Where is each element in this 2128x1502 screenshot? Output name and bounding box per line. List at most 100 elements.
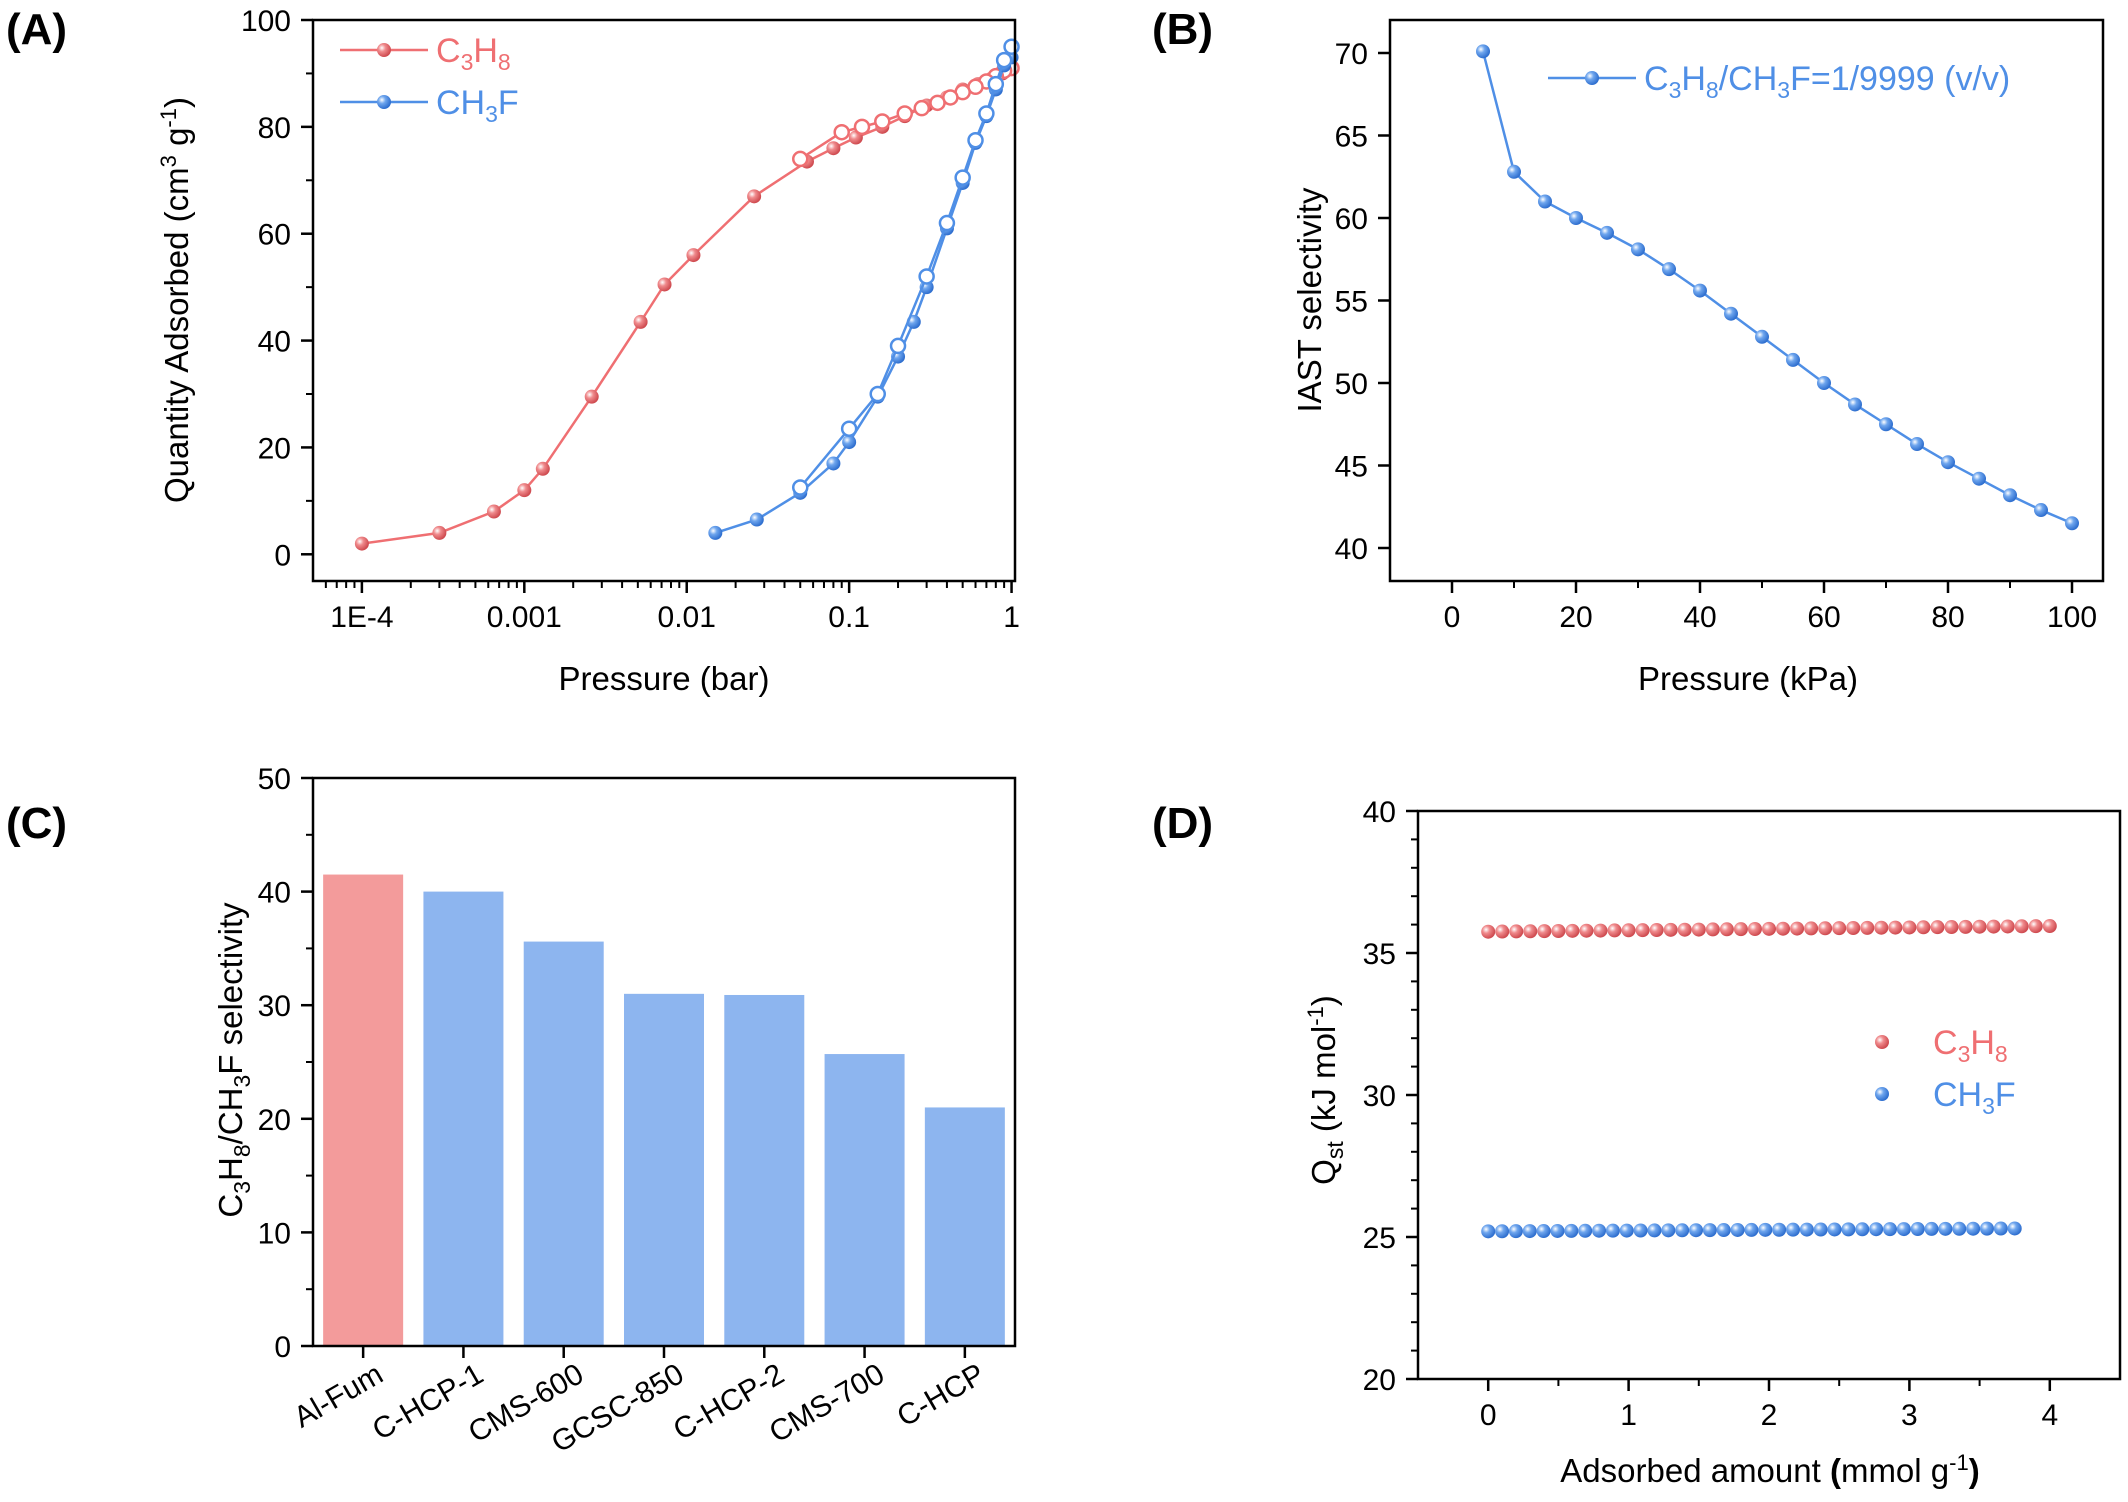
panel-b-frame (1388, 18, 2105, 583)
data-point-c3h8 (1944, 920, 1959, 935)
data-point-ch3f (1730, 1222, 1745, 1237)
data-point-c3h8 (1579, 923, 1594, 938)
data-point-ch3f-adsorption (708, 525, 723, 540)
data-point-c3h8-adsorption (354, 536, 369, 551)
data-point-selectivity (1569, 211, 1583, 225)
panel-a-y-title-part: ) (158, 97, 195, 108)
data-point-c3h8-adsorption (535, 461, 550, 476)
legend-marker-ch3f (1875, 1087, 1889, 1101)
data-point-c3h8-desorption (833, 123, 850, 141)
panel-c-selectivity-comparison: (C) 01020304050Al-FumC-HCP-1CMS-600GCSC-… (6, 763, 1017, 1459)
panel-a-y-tick-label: 80 (258, 112, 291, 145)
panel-d-x-tick-label: 3 (1901, 1399, 1918, 1432)
data-point-ch3f (1910, 1222, 1925, 1237)
bar-c-hcp-2 (724, 994, 805, 1346)
data-point-ch3f-desorption (938, 214, 956, 232)
panel-d-x-tick-label: 4 (2041, 1399, 2058, 1432)
data-point-selectivity (1724, 306, 1738, 321)
panel-d-x-tick-label: 2 (1761, 1399, 1778, 1432)
data-point-c3h8 (1649, 922, 1664, 937)
panel-a-x-tick-label: 0.1 (828, 601, 870, 634)
data-point-c3h8 (1762, 921, 1776, 936)
panel-b-x-tick-label: 100 (2047, 601, 2097, 634)
data-point-selectivity (1476, 44, 1490, 59)
panel-d-y-tick-label: 40 (1363, 796, 1396, 829)
data-point-ch3f (1772, 1222, 1787, 1237)
data-point-c3h8 (1495, 924, 1510, 939)
panel-b-label: (B) (1152, 5, 1213, 54)
data-point-ch3f (1592, 1223, 1607, 1238)
legend-label-ratio: C3H8/CH3F=1/9999 (v/v) (1644, 60, 2010, 103)
data-point-c3h8 (1958, 919, 1973, 934)
data-point-c3h8 (1790, 921, 1805, 936)
data-point-ch3f (1633, 1223, 1648, 1238)
data-point-ch3f (1522, 1224, 1537, 1239)
legend-marker-c3h8 (1875, 1035, 1889, 1049)
panel-a-adsorption-isotherms: (A) 1E-4 0.001 0.01 0.1 1 0 20 40 60 80 100 Pressu… (6, 5, 1020, 697)
data-point-selectivity (1538, 194, 1552, 209)
data-point-c3h8 (1874, 920, 1889, 935)
data-point-ch3f (1578, 1223, 1593, 1238)
data-point-ch3f (1495, 1224, 1510, 1239)
data-point-ch3f (1855, 1222, 1870, 1237)
panel-c-bars (323, 874, 1005, 1346)
data-point-selectivity (1848, 397, 1862, 412)
panel-b-y-tick-label: 60 (1335, 203, 1368, 236)
data-point-ch3f (1702, 1223, 1717, 1238)
panel-d-label: (D) (1152, 799, 1213, 848)
data-point-c3h8 (2028, 919, 2043, 934)
bar-al-fum (323, 874, 404, 1346)
data-point-c3h8 (1747, 922, 1762, 937)
panel-a-y-title-part: Quantity Adsorbed (cm (158, 167, 195, 503)
panel-d-x-axis-title: Adsorbed amount (mmol g-1) (1560, 1450, 1979, 1489)
panel-d-frame (1416, 809, 2122, 1381)
panel-b-y-tick-label: 65 (1335, 121, 1368, 154)
data-point-ch3f (1744, 1222, 1759, 1237)
panel-a-x-tick-label: 1E-4 (330, 601, 393, 634)
panel-c-label: (C) (6, 799, 67, 848)
legend-marker-ch3f (377, 95, 391, 109)
data-point-c3h8 (1635, 923, 1650, 938)
data-point-c3h8 (1846, 921, 1861, 936)
panel-d-axes: 0 1 2 3 4 20 25 30 35 40 (1363, 796, 2059, 1432)
data-point-c3h8-adsorption (432, 525, 447, 540)
data-point-ch3f (1979, 1221, 1994, 1236)
data-point-selectivity (1631, 242, 1645, 257)
data-point-c3h8 (1972, 919, 1987, 934)
data-point-ch3f (1550, 1223, 1565, 1238)
panel-c-y-tick-label: 30 (258, 990, 291, 1023)
data-point-c3h8 (1719, 922, 1734, 937)
panel-c-y-axis-title: C3H8/CH3F selectivity (212, 902, 255, 1218)
panel-d-y-tick-label: 20 (1363, 1364, 1396, 1397)
panel-b-y-axis-title: IAST selectivity (1291, 187, 1328, 412)
panel-b-x-tick-label: 20 (1559, 601, 1592, 634)
panel-a-x-tick-label: 0.01 (658, 601, 716, 634)
legend-label-ch3f: CH3F (1933, 1076, 2016, 1119)
panel-b-y-tick-label: 70 (1335, 38, 1368, 71)
data-point-c3h8 (2014, 919, 2029, 934)
data-point-selectivity (1693, 283, 1707, 298)
legend-marker-ratio (1585, 71, 1599, 85)
data-point-c3h8 (1930, 920, 1945, 935)
panel-a-y-title-sup: 3 (156, 155, 181, 167)
data-point-ch3f (1716, 1223, 1731, 1238)
data-point-ch3f (2007, 1221, 2022, 1236)
panel-b-x-tick-label: 40 (1683, 601, 1716, 634)
data-point-c3h8-adsorption (686, 248, 701, 263)
data-point-c3h8 (1523, 924, 1538, 939)
panel-c-y-tick-label: 20 (258, 1104, 291, 1137)
panel-a-y-tick-label: 20 (258, 432, 291, 465)
data-point-c3h8 (1621, 923, 1636, 938)
data-point-c3h8-adsorption (747, 189, 762, 204)
data-point-selectivity (1817, 376, 1831, 390)
data-point-c3h8 (1776, 921, 1791, 936)
data-point-c3h8 (1902, 920, 1917, 935)
data-point-ch3f (1896, 1222, 1911, 1237)
data-point-selectivity (2034, 503, 2048, 518)
data-point-c3h8-adsorption (633, 314, 648, 329)
panel-b-y-tick-label: 50 (1335, 368, 1368, 401)
panel-b-x-axis-title: Pressure (kPa) (1638, 660, 1858, 697)
data-point-ch3f-adsorption (749, 512, 764, 527)
panel-c-category-label: CMS-700 (764, 1357, 890, 1449)
panel-d-x-tick-label: 1 (1620, 1399, 1637, 1432)
